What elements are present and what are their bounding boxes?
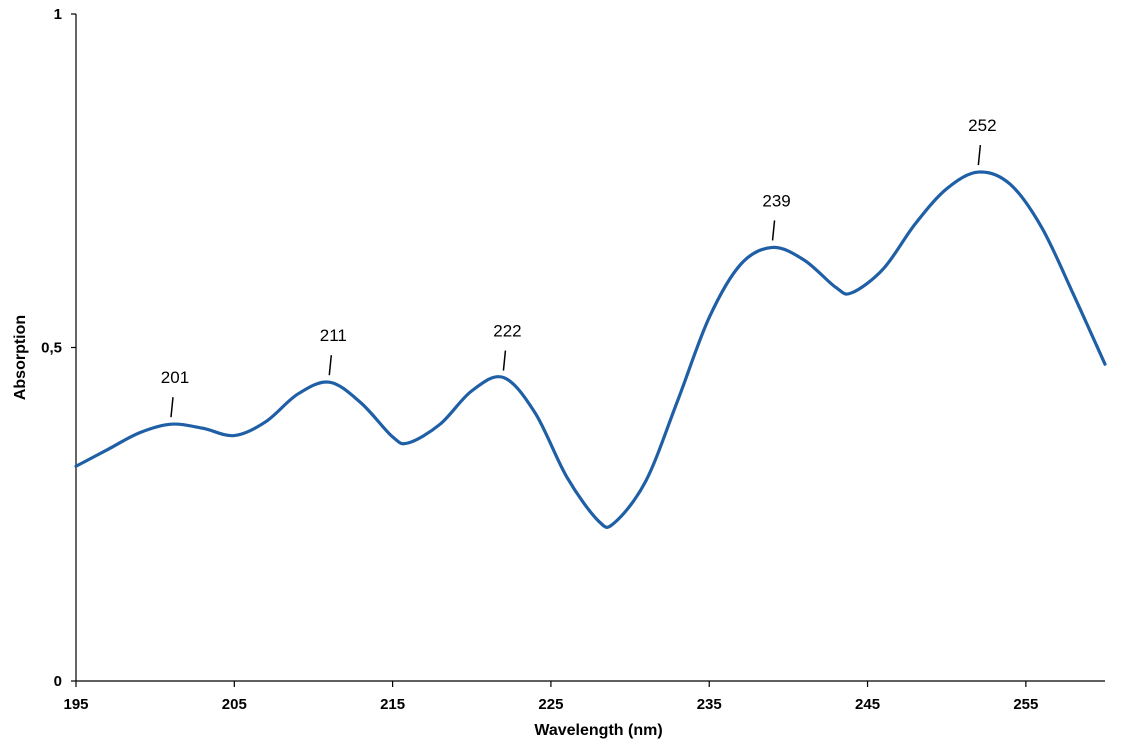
x-tick-label: 255: [1013, 696, 1038, 713]
peak-label: 211: [320, 326, 347, 345]
axes: [75, 14, 1105, 682]
x-axis-title: Wavelength (nm): [534, 722, 662, 739]
x-tick-label: 245: [855, 696, 880, 713]
peak-marker-line: [502, 350, 507, 371]
y-axis-title: Absorption: [12, 315, 29, 400]
y-tick-label: 0,5: [41, 340, 62, 357]
x-axis-ticks: 195 205 215 225 235 245 255: [63, 681, 1038, 713]
peak-annotations: 201 211 222 239 252: [161, 116, 997, 418]
peak-label: 252: [968, 116, 996, 135]
y-tick-label: 0: [54, 673, 62, 690]
peak-label: 222: [493, 322, 521, 341]
x-tick-label: 225: [538, 696, 563, 713]
y-axis-ticks: 00,51: [41, 6, 76, 690]
x-tick-label: 195: [63, 696, 88, 713]
peak-label: 201: [161, 368, 189, 387]
x-tick-label: 205: [222, 696, 247, 713]
peak-marker-line: [170, 397, 174, 418]
x-tick-label: 235: [697, 696, 722, 713]
peak-label: 239: [762, 191, 790, 210]
peak-marker-line: [328, 355, 333, 376]
peak-marker-line: [771, 220, 776, 241]
x-tick-label: 215: [380, 696, 405, 713]
absorption-series-line: [74, 170, 1107, 529]
series-layer: [74, 170, 1107, 529]
peak-marker-line: [977, 145, 982, 166]
y-tick-label: 1: [54, 6, 62, 23]
